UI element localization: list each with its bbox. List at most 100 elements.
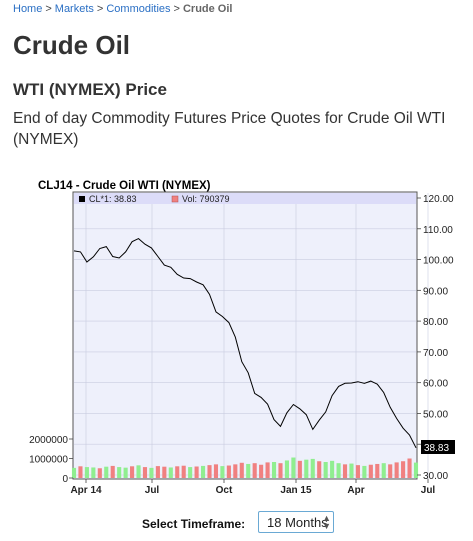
price-legend-label: CL*1: 38.83 [89, 194, 137, 204]
volume-bar [355, 465, 360, 478]
price-axis-tick-label: 80.00 [423, 317, 448, 328]
chart-grid [74, 193, 429, 479]
volume-bar [188, 467, 193, 478]
volume-bar [162, 466, 167, 478]
time-axis: Apr 14 Jul Oct Jan 15 Apr Jul [70, 479, 435, 496]
volume-bar [375, 463, 380, 478]
page-title: Crude Oil [13, 30, 131, 60]
volume-bars [71, 457, 419, 478]
price-axis-tick-label: 90.00 [423, 286, 448, 297]
volume-bar [278, 463, 283, 478]
breadcrumb-commodities-link[interactable]: Commodities [106, 3, 171, 15]
volume-bar [381, 463, 386, 478]
volume-bar [368, 464, 373, 478]
price-axis-tick-label: 110.00 [423, 225, 453, 236]
time-axis-tick-label: Oct [216, 485, 233, 496]
volume-bar [246, 463, 251, 478]
price-axis-tick-label: 100.00 [423, 256, 454, 267]
volume-bar [142, 467, 148, 478]
volume-bar [342, 464, 348, 478]
volume-bar [104, 466, 109, 478]
page-description: End of day Commodity Futures Price Quote… [13, 110, 446, 148]
volume-bar [291, 457, 296, 478]
volume-bar [330, 460, 335, 478]
volume-bar [304, 459, 309, 478]
chart-plot-area [72, 191, 418, 480]
volume-bar [136, 465, 141, 478]
volume-bar [175, 466, 180, 478]
volume-bar [284, 460, 290, 478]
volume-bar [252, 463, 257, 478]
price-series-line [73, 238, 417, 449]
breadcrumb: Home > Markets > Commodities > Crude Oil [13, 3, 232, 15]
volume-bar [149, 467, 154, 478]
last-price-value: 38.83 [424, 443, 449, 454]
volume-bar [78, 466, 83, 478]
volume-bar [226, 465, 231, 478]
volume-bar [233, 464, 238, 478]
price-chart: CLJ14 - Crude Oil WTI (NYMEX) 120.00 110.… [29, 180, 455, 496]
last-price-tag: 38.83 [421, 440, 455, 454]
volume-bar [194, 466, 199, 478]
volume-bar [271, 462, 277, 478]
volume-bar [91, 467, 96, 478]
volume-bar [97, 468, 102, 478]
timeframe-label: Select Timeframe: [142, 517, 246, 531]
volume-axis-tick-label: 0 [62, 474, 68, 485]
volume-bar [239, 462, 244, 478]
price-axis-tick-label: 120.00 [423, 194, 454, 205]
price-legend-swatch [79, 196, 85, 202]
volume-bar [213, 464, 219, 478]
volume-bar [362, 465, 367, 478]
volume-bar [407, 458, 412, 478]
price-axis: 120.00 110.00 100.00 90.00 80.00 70.00 60.00 50… [417, 194, 454, 482]
timeframe-select[interactable]: 18 Months ▲ ▼ [258, 511, 334, 533]
breadcrumb-markets-link[interactable]: Markets [54, 3, 94, 15]
volume-bar [349, 463, 354, 478]
price-axis-tick-label: 30.00 [423, 471, 448, 482]
volume-bar [336, 463, 341, 478]
volume-bar [123, 467, 128, 478]
volume-legend-label: Vol: 790379 [182, 194, 230, 204]
time-axis-tick-label: Jul [145, 485, 160, 496]
volume-bar [130, 466, 135, 478]
breadcrumb-home-link[interactable]: Home [13, 3, 43, 15]
time-axis-tick-label: Apr 14 [70, 485, 102, 496]
select-arrows-icon: ▲ ▼ [322, 513, 331, 531]
timeframe-selected-value: 18 Months [267, 515, 328, 530]
volume-bar [117, 467, 122, 478]
volume-bar [401, 461, 406, 478]
volume-bar [265, 462, 270, 478]
breadcrumb-current: Crude Oil [182, 3, 233, 15]
volume-bar [220, 466, 225, 478]
volume-bar [207, 465, 212, 478]
volume-bar [310, 458, 315, 478]
volume-bar [323, 462, 328, 478]
volume-bar [200, 465, 206, 478]
time-axis-tick-label: Jan 15 [280, 485, 312, 496]
volume-axis-tick-label: 1000000 [29, 455, 68, 466]
time-axis-tick-label: Jul [421, 485, 436, 496]
breadcrumb-separator: > [96, 3, 104, 15]
volume-bar [110, 465, 115, 478]
volume-bar [181, 465, 186, 478]
volume-bar [168, 467, 173, 478]
volume-legend-swatch [171, 195, 179, 203]
time-axis-tick-label: Apr [347, 485, 364, 496]
volume-bar [71, 467, 77, 478]
volume-bar [84, 467, 89, 478]
breadcrumb-separator: > [173, 3, 180, 15]
volume-bar [413, 462, 419, 478]
volume-bar [388, 464, 393, 478]
volume-bar [317, 461, 322, 478]
timeframe-control: Select Timeframe: 18 Months ▲ ▼ [0, 510, 473, 536]
price-axis-tick-label: 60.00 [423, 379, 448, 390]
last-price-box [421, 440, 455, 454]
chart-title: CLJ14 - Crude Oil WTI (NYMEX) [38, 180, 211, 192]
volume-bar [259, 464, 264, 478]
price-axis-tick-label: 70.00 [423, 348, 448, 359]
volume-bar [297, 460, 302, 478]
price-axis-tick-label: 50.00 [423, 409, 448, 420]
volume-axis: 2000000 1000000 0 [29, 435, 73, 485]
page-subtitle: WTI (NYMEX) Price [13, 80, 167, 99]
